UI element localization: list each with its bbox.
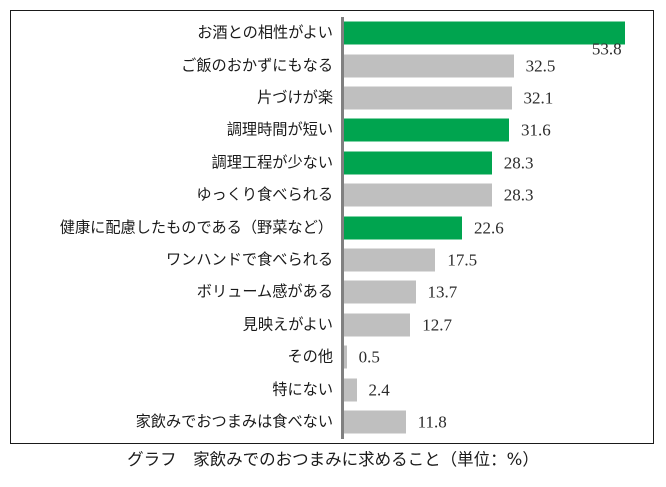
category-label: 調理工程が少ない bbox=[211, 153, 334, 172]
category-label: 特にない bbox=[272, 380, 333, 399]
bar-value-label: 31.6 bbox=[520, 120, 551, 140]
bar bbox=[344, 410, 406, 434]
category-label: 見映えがよい bbox=[242, 315, 333, 334]
category-label: 片づけが楽 bbox=[257, 88, 333, 107]
bar-value-label: 22.6 bbox=[473, 218, 504, 238]
bar-value-label: 13.7 bbox=[427, 282, 458, 302]
bar-row: ご飯のおかずにもなる 32.5 bbox=[11, 49, 653, 81]
bar bbox=[344, 86, 512, 110]
category-label: ご飯のおかずにもなる bbox=[181, 56, 333, 75]
bar-value-label: 32.5 bbox=[525, 56, 556, 76]
category-label: 調理時間が短い bbox=[226, 121, 333, 140]
bar-row: 調理時間が短い 31.6 bbox=[11, 114, 653, 146]
bar-row: ワンハンドで食べられる 17.5 bbox=[11, 244, 653, 276]
bar-row: 特にない 2.4 bbox=[11, 373, 653, 405]
bar-value-label: 17.5 bbox=[447, 250, 478, 270]
bar bbox=[344, 345, 347, 369]
bar-value-label: 28.3 bbox=[503, 153, 534, 173]
bar-row: 調理工程が少ない 28.3 bbox=[11, 147, 653, 179]
bar bbox=[344, 54, 514, 78]
category-label: ゆっくり食べられる bbox=[196, 185, 333, 204]
category-label: その他 bbox=[287, 347, 333, 366]
bar-row: 家飲みでおつまみは食べない 11.8 bbox=[11, 406, 653, 438]
bar bbox=[344, 248, 436, 272]
chart-caption: グラフ 家飲みでのおつまみに求めること（単位：%） bbox=[127, 450, 539, 469]
bar-value-label: 28.3 bbox=[503, 185, 534, 205]
bar bbox=[344, 183, 492, 207]
bar-value-label: 12.7 bbox=[422, 315, 453, 335]
category-label: お酒との相性がよい bbox=[197, 23, 333, 42]
bar bbox=[344, 118, 509, 142]
bar-row: お酒との相性がよい 53.8 bbox=[11, 17, 653, 58]
bar bbox=[344, 216, 462, 240]
plot-area: お酒との相性がよい 53.8 ご飯のおかずにもなる 32.5 片づけが楽 32.1 調理時間… bbox=[11, 11, 653, 443]
category-axis-line bbox=[341, 17, 344, 439]
bar-row: 片づけが楽 32.1 bbox=[11, 82, 653, 114]
bar-value-label: 32.1 bbox=[523, 88, 554, 108]
bar-value-label: 0.5 bbox=[358, 347, 380, 367]
category-label: 健康に配慮したものである（野菜など） bbox=[59, 218, 333, 237]
bar-row: ゆっくり食べられる 28.3 bbox=[11, 179, 653, 211]
category-label: 家飲みでおつまみは食べない bbox=[135, 412, 333, 431]
category-label: ワンハンドで食べられる bbox=[165, 250, 333, 269]
chart-frame: お酒との相性がよい 53.8 ご飯のおかずにもなる 32.5 片づけが楽 32.1 調理時間… bbox=[10, 10, 654, 444]
bar bbox=[344, 313, 411, 337]
bar-value-label: 2.4 bbox=[368, 380, 390, 400]
bar bbox=[344, 151, 492, 175]
bar-row: 健康に配慮したものである（野菜など） 22.6 bbox=[11, 211, 653, 243]
bar-value-label: 53.8 bbox=[591, 39, 622, 59]
bar-row: ボリューム感がある 13.7 bbox=[11, 276, 653, 308]
bar-row: その他 0.5 bbox=[11, 341, 653, 373]
bar bbox=[344, 280, 416, 304]
bar bbox=[344, 21, 625, 45]
bar-value-label: 11.8 bbox=[417, 412, 447, 432]
bar-row: 見映えがよい 12.7 bbox=[11, 309, 653, 341]
category-label: ボリューム感がある bbox=[196, 283, 333, 302]
bar bbox=[344, 378, 357, 402]
